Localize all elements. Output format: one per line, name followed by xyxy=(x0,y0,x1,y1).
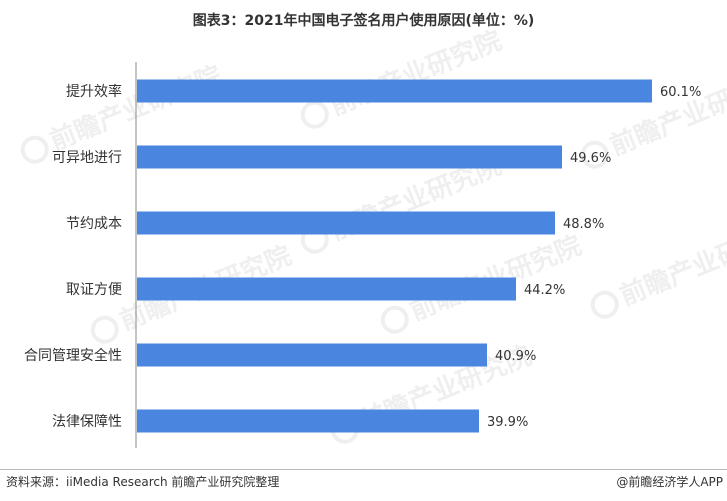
svg-text:前瞻产业研究院: 前瞻产业研究院 xyxy=(605,65,727,162)
value-label: 40.9% xyxy=(495,349,536,364)
brand-mark: @前瞻经济学人APP xyxy=(616,475,723,489)
category-label: 可异地进行 xyxy=(52,150,122,166)
value-label: 48.8% xyxy=(563,217,604,232)
watermark-logo: 前瞻产业研究院 xyxy=(300,25,506,129)
category-label: 提升效率 xyxy=(66,83,122,100)
value-label: 44.2% xyxy=(524,283,565,298)
bar-6 xyxy=(137,409,479,433)
bars-layer: 提升效率 60.1% 可异地进行 49.6% 节约成本 48.8% 取证方便 44.2% 合同管… xyxy=(24,79,701,433)
svg-text:前瞻产业研究院: 前瞻产业研究院 xyxy=(615,215,727,312)
bar-4 xyxy=(137,277,516,301)
category-label: 节约成本 xyxy=(66,216,122,232)
footer-divider xyxy=(0,469,727,470)
category-label: 合同管理安全性 xyxy=(24,347,122,364)
bar-2 xyxy=(137,145,562,169)
chart-title: 图表3：2021年中国电子签名用户使用原因(单位：%) xyxy=(192,13,535,29)
bar-5 xyxy=(137,343,487,367)
bar-3 xyxy=(137,211,555,235)
bar-1 xyxy=(137,79,652,103)
value-label: 39.9% xyxy=(487,415,528,430)
category-label: 法律保障性 xyxy=(52,414,122,430)
value-label: 49.6% xyxy=(570,151,611,166)
value-label: 60.1% xyxy=(660,85,701,100)
category-label: 取证方便 xyxy=(66,282,122,298)
source-note: 资料来源：iiMedia Research 前瞻产业研究院整理 xyxy=(6,475,280,489)
watermark-logo: 前瞻产业研究院 xyxy=(590,215,727,319)
svg-text:前瞻产业研究院: 前瞻产业研究院 xyxy=(325,25,505,122)
